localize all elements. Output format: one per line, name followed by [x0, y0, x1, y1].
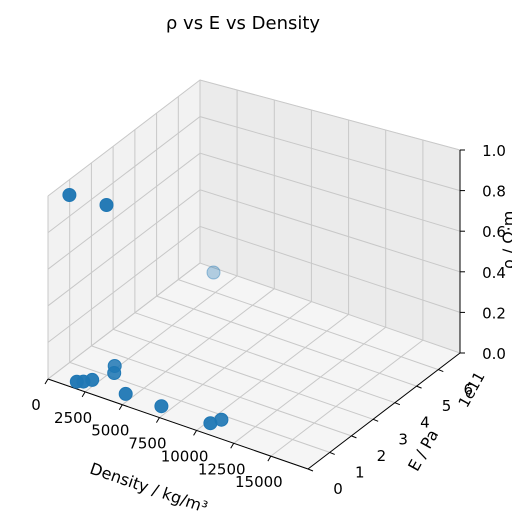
y-tick-mark-2 — [351, 435, 357, 439]
z-tick-label-4: 0.8 — [482, 183, 506, 201]
x-tick-mark-5 — [230, 443, 235, 449]
y-axis-line — [307, 352, 461, 470]
x-tick-mark-4 — [193, 430, 198, 436]
z-tick-label-1: 0.2 — [482, 304, 506, 322]
x-tick-label-3: 7500 — [128, 435, 166, 453]
y-axis-offset-label: 1e11 — [455, 369, 489, 411]
y-tick-mark-0 — [307, 468, 314, 472]
y-tick-label-0: 0 — [333, 480, 343, 498]
data-point-2 — [69, 374, 84, 389]
x-tick-mark-3 — [155, 417, 160, 423]
data-point-9 — [203, 416, 218, 431]
x-tick-mark-2 — [118, 404, 123, 410]
x-tick-label-5: 12500 — [198, 460, 246, 478]
x-tick-label-1: 2500 — [54, 409, 92, 427]
x-tick-label-4: 10000 — [161, 447, 209, 465]
y-tick-label-5: 5 — [442, 397, 452, 415]
y-tick-mark-3 — [372, 418, 379, 422]
data-point-11 — [206, 265, 221, 280]
data-point-7 — [118, 386, 133, 401]
x-tick-mark-1 — [81, 391, 86, 398]
x-axis-label: Density / kg/m³ — [87, 459, 210, 517]
x-tick-mark-6 — [267, 455, 272, 462]
z-tick-label-3: 0.6 — [482, 223, 506, 241]
y-tick-mark-4 — [394, 402, 401, 406]
x-tick-mark-0 — [44, 378, 49, 385]
x-tick-label-0: 0 — [31, 396, 41, 414]
y-tick-mark-6 — [438, 369, 444, 373]
y-tick-mark-5 — [416, 385, 422, 389]
x-tick-label-6: 15000 — [235, 473, 283, 491]
data-point-0 — [62, 188, 77, 202]
y-tick-label-6: 6 — [464, 381, 474, 399]
data-point-8 — [154, 399, 169, 414]
axis-panes — [46, 78, 462, 470]
z-tick-label-0: 0.0 — [482, 345, 506, 363]
data-point-6 — [107, 366, 122, 380]
data-point-1 — [99, 198, 114, 212]
data-points — [62, 188, 229, 431]
z-tick-label-2: 0.4 — [482, 264, 506, 282]
z-tick-label-5: 1.0 — [482, 142, 506, 160]
x-tick-label-2: 5000 — [91, 422, 129, 440]
z-grid-line-1 — [47, 225, 461, 343]
z-grid-line-3 — [47, 152, 461, 270]
chart-title: ρ vs E vs Density — [166, 13, 321, 34]
z-grid-line-2 — [47, 189, 461, 307]
y-axis-label: E / Pa — [404, 426, 442, 474]
y-tick-label-4: 4 — [420, 414, 430, 432]
y-tick-label-2: 2 — [377, 447, 387, 465]
z-grid-line-5 — [47, 79, 461, 197]
y-tick-label-1: 1 — [355, 463, 365, 481]
y-tick-label-3: 3 — [398, 430, 408, 448]
z-grid-line-4 — [47, 116, 461, 233]
x-axis-line — [47, 378, 309, 470]
z-grid-line-0 — [47, 262, 461, 380]
z-axis-label: ρ / Ω·m — [499, 211, 512, 270]
y-tick-mark-1 — [329, 451, 335, 455]
